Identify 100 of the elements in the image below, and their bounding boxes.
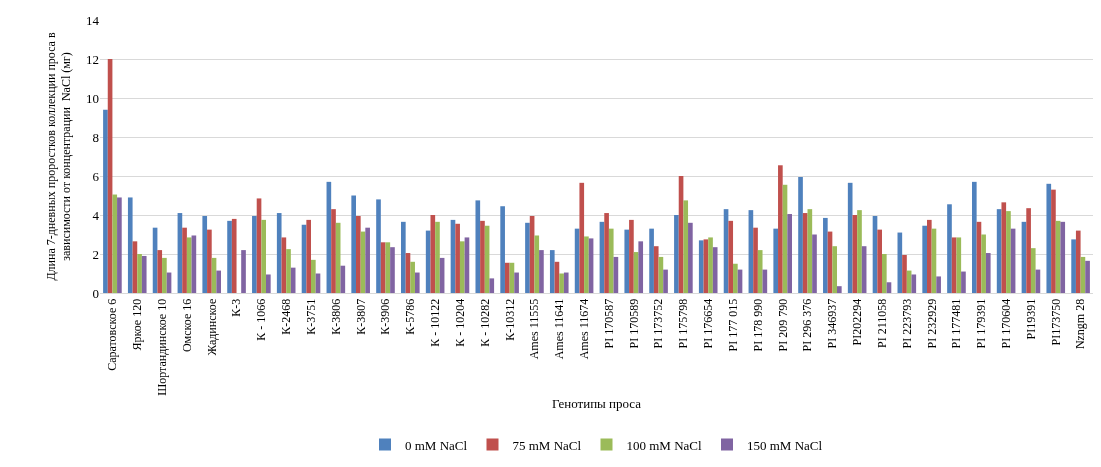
bar [1026,208,1031,293]
x-tick-label: К - 10204 [452,298,467,347]
x-tick-label: PI 179391 [974,298,989,349]
x-tick-label: Яркое 120 [130,298,145,351]
x-tick-label: PI 178 990 [750,298,765,352]
bar [340,265,346,293]
x-tick-label: К - 10282 [477,298,492,347]
bar [534,235,540,293]
bar [773,228,779,293]
bar [290,267,296,293]
x-tick-label: К-3 [229,298,244,317]
bar [525,222,530,293]
x-tick-label: PI 177 015 [725,298,740,352]
bar [579,182,585,293]
bar [376,199,381,293]
bar [985,253,991,293]
bar [936,276,941,293]
bar [401,221,406,293]
x-tick-label: К-3906 [378,298,393,335]
x-tick-label: Шортандинское 10 [154,298,169,396]
bar [674,215,679,293]
bar [365,227,370,293]
bar [683,200,689,293]
bar [712,247,718,293]
bar [207,229,212,293]
bar [241,250,246,293]
bar [624,229,630,293]
x-tick-label: Омское 16 [179,298,194,353]
bar [475,200,481,293]
bar [733,263,738,293]
x-axis-title: Генотипы проса [551,396,642,412]
bar [956,237,962,293]
y-tick-label: 0 [92,285,99,301]
bar [286,249,291,293]
bar [266,274,271,293]
x-tick-label: К-5786 [403,298,418,335]
bar [514,272,519,293]
y-tick-label: 8 [92,129,99,145]
bar [141,255,147,293]
bar [981,234,986,293]
bar [306,219,312,293]
bar [728,220,734,293]
x-tick-label: PI 176654 [701,298,716,349]
x-tick-label: К-3806 [328,298,343,335]
bar [911,274,917,293]
bar [539,250,544,293]
bar [1006,211,1011,293]
y-tick-label: 4 [92,207,100,223]
x-tick-label: PI 173752 [651,298,666,349]
bar [881,254,887,293]
bar [753,227,758,293]
bar [1085,260,1090,293]
bar [182,227,187,293]
bar [112,194,118,293]
x-tick-label: PI 175798 [676,298,691,349]
bar [157,250,163,293]
bar [202,215,208,293]
bar [311,259,316,293]
legend-label: 75 mM NaCl [512,437,582,453]
y-tick-label: 2 [92,246,99,262]
bar [162,257,167,293]
bar [778,165,783,293]
bar [961,271,966,293]
x-tick-label: К-3751 [303,298,318,335]
x-tick-label: К-2468 [279,298,294,335]
bar [504,262,510,293]
bar [812,234,817,293]
y-tick-label: 12 [86,51,99,67]
x-tick-label: Ames 11555 [527,298,542,360]
bar [798,176,803,293]
bar [902,254,907,293]
bar [385,242,391,293]
x-tick-label: К-3807 [353,298,368,335]
bar [216,270,222,293]
x-tick-label: PI 296 376 [800,298,815,352]
bar [1046,183,1052,293]
bar [500,206,505,293]
x-tick-label: PI173750 [1048,298,1063,346]
bar [708,237,713,293]
legend-label: 0 mM NaCl [405,437,468,453]
bar [563,272,569,293]
bar [649,228,654,293]
bar [857,210,862,293]
x-tick-label: PI 170589 [626,298,641,349]
bar [351,195,357,293]
y-axis-title: Длина 7-дневных проростков коллекции проса в зависимости от концентрации NaCl (мг) [43,32,74,281]
x-tick-label: Жадинское [204,298,219,356]
bar [117,197,122,293]
bar [947,204,952,293]
bar [653,246,659,293]
bar [802,213,808,293]
x-tick-label: PI 170604 [999,298,1014,349]
x-tick-label: Ames 11674 [576,298,591,360]
bar [638,241,644,293]
bar [1030,248,1036,293]
x-tick-label: К - 1066 [254,298,269,341]
bar [261,219,267,293]
bar [926,219,932,293]
bar [832,246,837,293]
bar [455,223,460,293]
